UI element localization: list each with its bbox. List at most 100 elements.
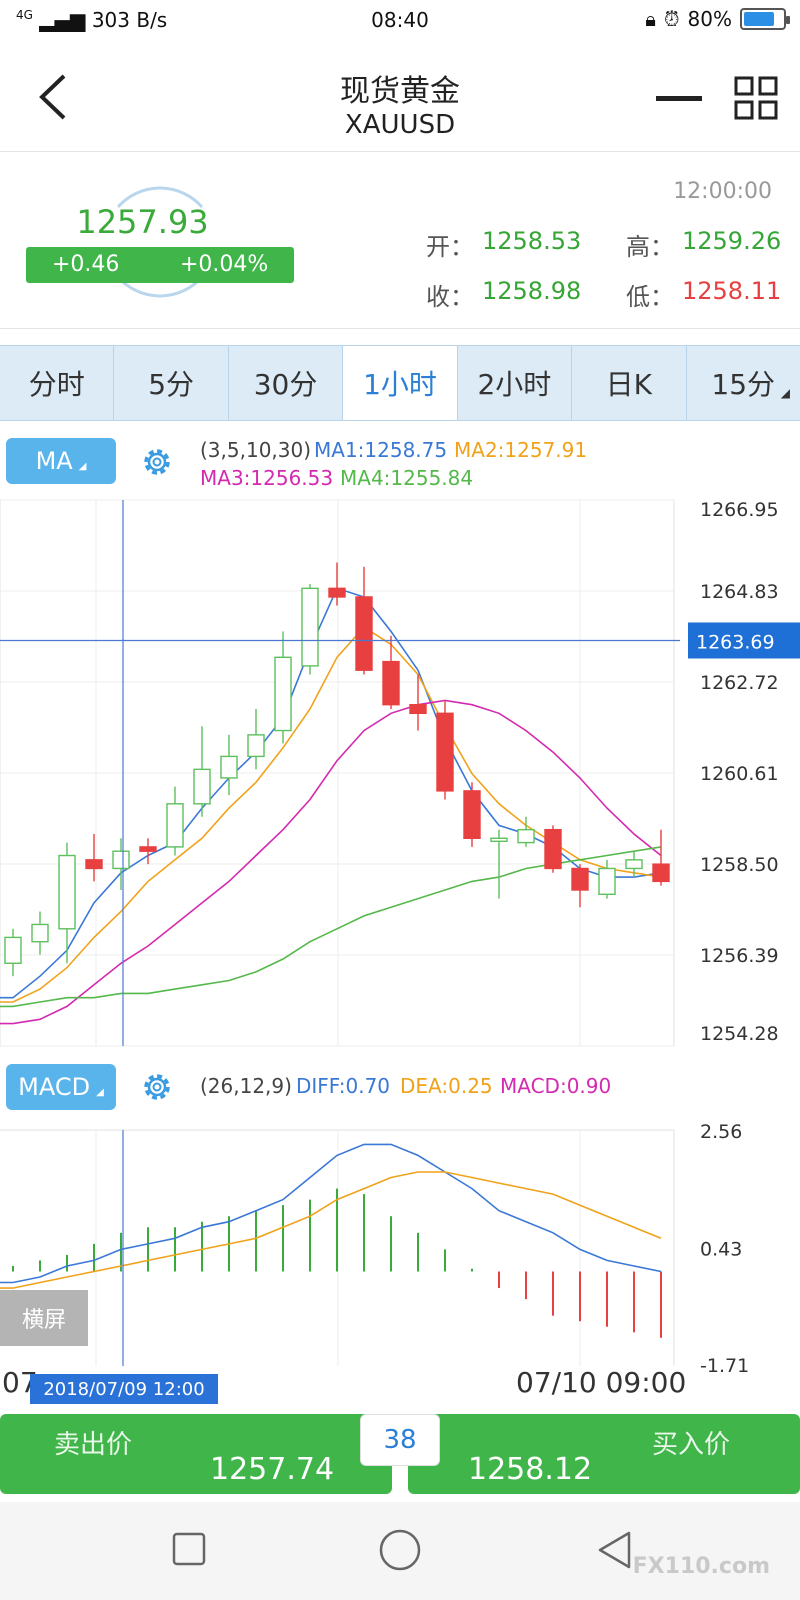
back-nav-icon[interactable] — [596, 1530, 632, 1570]
candlestick-chart[interactable]: 1266.95 1264.83 1262.72 1260.61 1258.50 1256.… — [0, 498, 800, 1052]
dropdown-arrow-icon: ◢ — [96, 1086, 104, 1098]
candle — [58, 842, 76, 964]
candle-body — [58, 854, 76, 930]
gear-icon[interactable] — [138, 1068, 176, 1106]
y-tick-label: 2.56 — [700, 1121, 742, 1143]
candle-body — [301, 587, 319, 667]
y-tick-label: 1260.61 — [700, 763, 779, 785]
high-value: 1259.26 — [682, 227, 782, 255]
tab-1hour[interactable]: 1小时 — [343, 346, 458, 420]
candle-body — [652, 863, 670, 883]
tab-2hour[interactable]: 2小时 — [458, 346, 573, 420]
candle-body — [274, 656, 292, 732]
ma-line-ma3 — [0, 699, 662, 1025]
candle — [544, 825, 562, 873]
sell-price: 1257.74 — [210, 1452, 335, 1487]
header: 现货黄金 XAUUSD — [0, 42, 800, 152]
close-value: 1258.98 — [482, 277, 582, 305]
sell-button[interactable]: 卖出价 1257.74 — [0, 1414, 392, 1494]
price-ring-icon — [116, 186, 204, 298]
tab-5min[interactable]: 5分 — [114, 346, 229, 420]
ma4-value: MA4:1255.84 — [340, 466, 474, 490]
dea-line — [0, 1171, 662, 1289]
candle — [598, 859, 616, 899]
candle-body — [382, 660, 400, 706]
tab-15min-dropdown[interactable]: 15分 ◢ — [687, 346, 800, 420]
battery-percent: 80% — [687, 7, 732, 31]
macd-chart[interactable]: 2.56 0.43 -1.71 — [0, 1116, 800, 1372]
candle — [409, 674, 427, 731]
dea-value: DEA:0.25 — [400, 1074, 493, 1098]
tab-label: 日K — [605, 368, 652, 401]
candle — [31, 911, 49, 955]
candle-body — [112, 850, 130, 870]
candle-body — [355, 596, 373, 671]
change-percent: +0.04% — [180, 252, 269, 277]
candle — [4, 928, 22, 977]
tab-label: 5分 — [148, 368, 195, 401]
candle-body — [31, 923, 49, 943]
buy-button[interactable]: 买入价 1258.12 — [408, 1414, 800, 1494]
y-tick-label: 1256.39 — [700, 945, 779, 967]
period-tabs: 分时 5分 30分 1小时 2小时 日K 15分 ◢ — [0, 345, 800, 421]
y-tick-label: 0.43 — [700, 1239, 742, 1261]
open-value: 1258.53 — [482, 227, 582, 255]
page-title: 现货黄金 — [340, 74, 460, 109]
y-tick-label: 1258.50 — [700, 854, 779, 876]
close-label: 收： — [426, 283, 474, 311]
low-value: 1258.11 — [682, 277, 782, 305]
tab-label: 1小时 — [363, 368, 437, 401]
ma1-value: MA1:1258.75 — [314, 438, 448, 462]
signal-bars-icon: ▂▄▆ — [39, 8, 86, 32]
lock-rotation-icon: 🔒︎ — [645, 7, 656, 31]
y-tick-label: 1264.83 — [700, 581, 779, 603]
network-indicator: 4G ▂▄▆ 303 B/s — [16, 8, 167, 32]
alarm-icon: ⏰︎ — [663, 7, 680, 31]
ma3-value: MA3:1256.53 — [200, 466, 334, 490]
sell-label: 卖出价 — [54, 1430, 133, 1460]
signal-icon: 4G — [16, 8, 33, 22]
y-tick-label: 1262.72 — [700, 672, 779, 694]
minus-icon[interactable] — [656, 94, 702, 104]
grid-icon[interactable] — [734, 76, 778, 120]
status-bar: 4G ▂▄▆ 303 B/s 08:40 🔒︎ ⏰︎ 80% — [0, 0, 800, 42]
quote-panel: 1257.93 +0.46 +0.04% 12:00:00 开： 1258.53… — [0, 153, 800, 329]
candle — [112, 838, 130, 890]
candle-body — [625, 859, 643, 870]
landscape-button[interactable]: 横屏 — [0, 1290, 88, 1346]
ma-indicator-button[interactable]: MA ◢ — [6, 438, 116, 484]
y-tick-label: 1266.95 — [700, 499, 779, 521]
candle-body — [328, 587, 346, 598]
tab-30min[interactable]: 30分 — [229, 346, 344, 420]
diff-value: DIFF:0.70 — [296, 1074, 391, 1098]
crosshair-price-label: 1263.69 — [696, 631, 775, 653]
tab-daily[interactable]: 日K — [572, 346, 687, 420]
tab-label: 30分 — [253, 368, 318, 401]
back-icon[interactable] — [36, 72, 70, 122]
change-value: +0.46 — [52, 252, 120, 277]
tab-label: 2小时 — [477, 368, 552, 401]
candle — [274, 631, 292, 744]
tab-timeshare[interactable]: 分时 — [0, 346, 115, 420]
trade-bar: 卖出价 1257.74 买入价 1258.12 38 — [0, 1414, 800, 1502]
recent-apps-icon[interactable] — [172, 1532, 206, 1566]
candle-body — [139, 846, 157, 852]
candle — [436, 700, 454, 800]
crosshair-price-tag — [688, 622, 800, 659]
candle-body — [544, 828, 562, 870]
ma2-value: MA2:1257.91 — [454, 438, 588, 462]
page-subtitle: XAUUSD — [344, 110, 456, 140]
diff-line — [0, 1143, 662, 1284]
ma-params: (3,5,10,30) — [200, 438, 312, 462]
gear-icon[interactable] — [138, 443, 176, 481]
candle — [463, 782, 481, 847]
home-icon[interactable] — [378, 1528, 422, 1572]
macd-button-label: MACD — [18, 1073, 91, 1101]
ma-button-label: MA — [35, 447, 73, 475]
navigation-bar: FX110.com — [0, 1502, 800, 1600]
candle — [517, 816, 535, 847]
spread-badge: 38 — [360, 1414, 440, 1466]
candle — [220, 734, 238, 796]
macd-value: MACD:0.90 — [500, 1074, 612, 1098]
macd-indicator-button[interactable]: MACD ◢ — [6, 1064, 116, 1110]
